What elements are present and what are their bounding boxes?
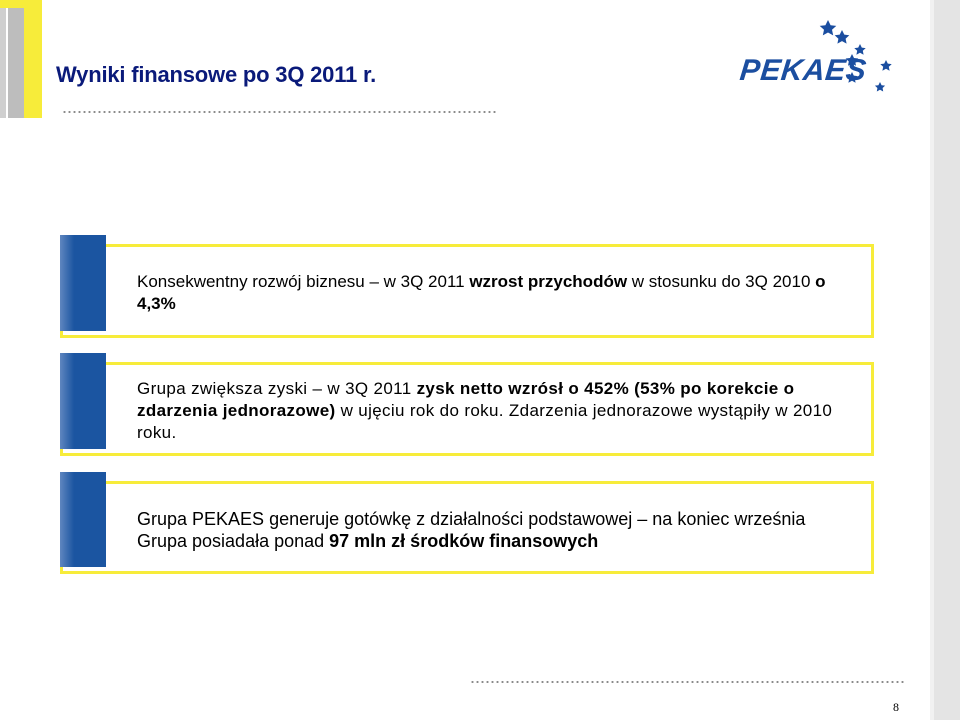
blue-accent-shade: [60, 235, 74, 331]
content-box-cash: Grupa PEKAES generuje gotówkę z działaln…: [60, 472, 874, 574]
logo-stars-icon: [819, 20, 892, 92]
dotted-divider-top: [62, 110, 498, 114]
content-box-revenue: Konsekwentny rozwój biznesu – w 3Q 2011 …: [60, 235, 874, 338]
logo-wordmark: PEKAES: [738, 54, 869, 87]
box-text: Grupa zwiększa zyski – w 3Q 2011 zysk ne…: [137, 379, 833, 442]
dotted-divider-bottom: [470, 680, 904, 684]
decorative-gray-bars: [0, 8, 24, 118]
blue-accent-shade: [60, 472, 74, 567]
decorative-yellow-bar-vertical: [24, 0, 42, 118]
decorative-yellow-bar: [0, 0, 42, 8]
slide-title: Wyniki finansowe po 3Q 2011 r.: [56, 62, 377, 87]
pekaes-logo: PEKAES: [738, 20, 900, 104]
content-box-profit: Grupa zwiększa zyski – w 3Q 2011 zysk ne…: [60, 353, 874, 456]
box-text: Grupa PEKAES generuje gotówkę z działaln…: [137, 509, 806, 551]
decorative-right-strip: [930, 0, 960, 720]
blue-accent-shade: [60, 353, 74, 449]
box-text: Konsekwentny rozwój biznesu – w 3Q 2011 …: [137, 272, 826, 313]
page-number: 8: [893, 700, 899, 714]
